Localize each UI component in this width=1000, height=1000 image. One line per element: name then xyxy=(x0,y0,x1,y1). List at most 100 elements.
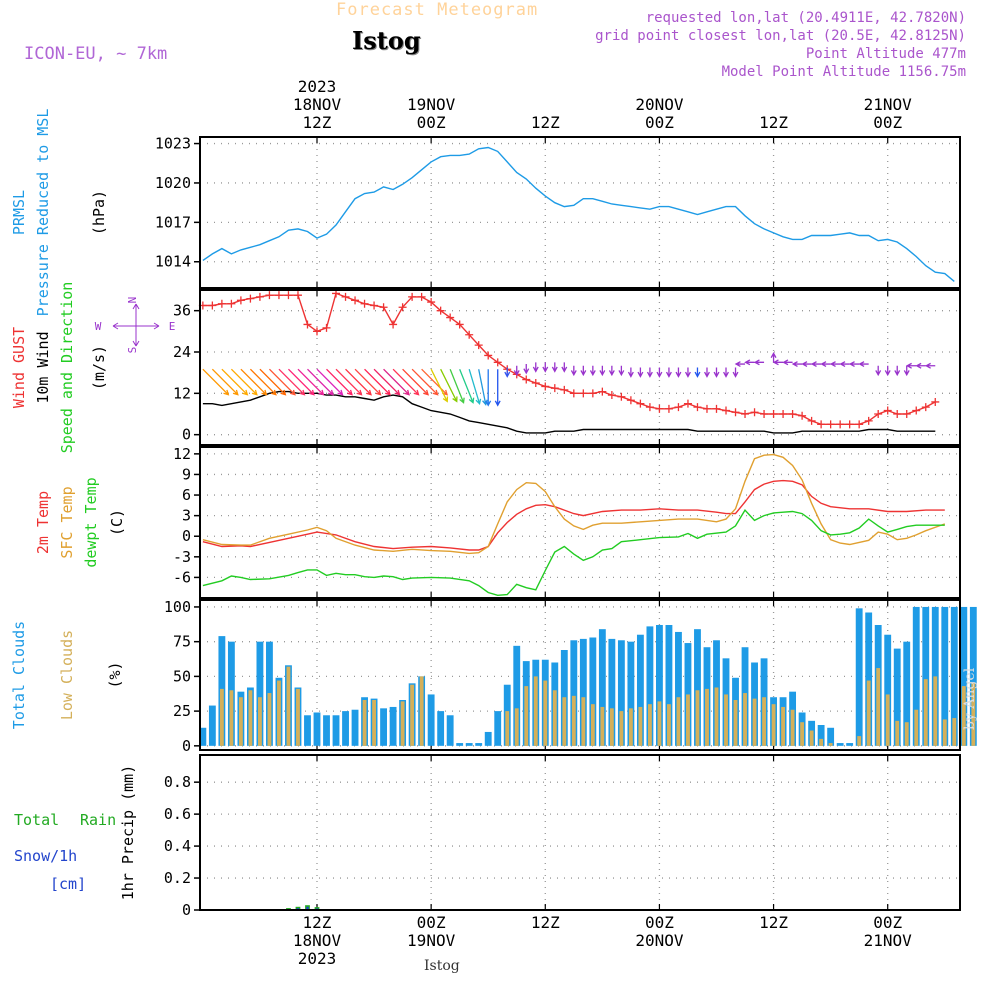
y-tick-label: 12 xyxy=(173,445,191,463)
low-cloud-bar xyxy=(819,738,824,746)
axis-label: 10m Wind xyxy=(34,331,52,403)
gust-marker xyxy=(341,292,350,301)
low-cloud-bar xyxy=(248,690,253,746)
wind-arrow xyxy=(782,359,793,366)
axis-label: dewpt Temp xyxy=(82,477,100,567)
low-cloud-bar xyxy=(562,697,567,746)
low-cloud-bar xyxy=(686,694,690,746)
wind-arrow xyxy=(894,365,901,377)
low-cloud-bar xyxy=(543,680,548,746)
wind-arrow xyxy=(459,368,475,404)
y-tick-label: 1023 xyxy=(155,135,191,153)
legend-total: Total xyxy=(14,811,59,829)
gust-marker xyxy=(883,406,892,415)
wind-arrow xyxy=(924,362,936,369)
wind-arrow xyxy=(504,367,511,378)
total-cloud-bar xyxy=(827,727,835,746)
wind-arrow xyxy=(810,361,822,368)
total-cloud-bar xyxy=(817,725,825,746)
wind-arrow xyxy=(230,368,258,396)
total-cloud-bar xyxy=(256,641,264,746)
location-title: Istog xyxy=(352,26,421,55)
bottom-time-label: 19NOV xyxy=(407,931,456,950)
point-altitude: Point Altitude 477m xyxy=(805,46,966,62)
wind-panel: 0 12 24 36 Wind GUST 10m Wind Speed and Direct… xyxy=(10,282,961,454)
gust-marker xyxy=(541,382,550,391)
total-cloud-bar xyxy=(475,743,483,746)
wind-arrow xyxy=(637,367,644,378)
gust-marker xyxy=(284,291,293,300)
low-cloud-bar xyxy=(971,683,976,746)
gust-marker xyxy=(351,296,360,305)
wind-arrow xyxy=(753,359,765,366)
low-cloud-bar xyxy=(752,698,757,746)
wind-arrow xyxy=(430,368,449,403)
total-cloud-bar xyxy=(884,634,892,746)
gust-marker xyxy=(693,403,702,412)
wind-arrow xyxy=(345,368,372,396)
bottom-time-label: 18NOV xyxy=(293,931,342,950)
y-tick-label: 36 xyxy=(173,302,191,320)
axis-label: Speed and Direction xyxy=(58,282,76,454)
wind-arrow xyxy=(373,368,401,396)
low-cloud-bar xyxy=(590,704,595,746)
axis-label: (m/s) xyxy=(90,345,108,390)
wind-arrow xyxy=(485,369,492,407)
gust-marker xyxy=(474,341,483,350)
gust-marker xyxy=(588,389,597,398)
low-cloud-bar xyxy=(771,704,776,746)
gust-marker xyxy=(484,351,493,360)
model-label: ICON-EU, ~ 7km xyxy=(24,44,168,64)
total-cloud-bar xyxy=(427,694,435,746)
low-cloud-bar xyxy=(296,688,300,746)
y-tick-label: 0 xyxy=(182,527,191,545)
y-tick-label: 0.8 xyxy=(164,773,191,791)
wind-arrow xyxy=(307,368,334,396)
compass-ns-arrow xyxy=(132,303,140,347)
low-cloud-bar xyxy=(533,676,538,746)
wind-arrow xyxy=(734,361,746,368)
wind-arrow xyxy=(383,368,410,396)
wind-arrow xyxy=(770,351,777,363)
gust-marker xyxy=(274,291,283,300)
low-cloud-bar xyxy=(809,730,814,746)
compass-w: W xyxy=(95,320,102,333)
y-tick-label: -6 xyxy=(173,568,191,586)
wind-arrow xyxy=(240,368,268,396)
low-cloud-bar xyxy=(695,690,700,746)
wind-arrow xyxy=(801,361,812,368)
y-tick-label: 100 xyxy=(164,598,191,616)
low-cloud-bar xyxy=(781,706,785,746)
wind-arrow xyxy=(297,368,325,396)
total-cloud-bar xyxy=(484,731,492,746)
y-tick-label: 1020 xyxy=(155,174,191,192)
top-time-label: 12Z xyxy=(531,113,560,132)
low-cloud-bar xyxy=(581,697,586,746)
low-cloud-bar xyxy=(885,694,890,746)
gust-marker xyxy=(408,292,417,301)
y-tick-label: 0.4 xyxy=(164,837,191,855)
bottom-time-label: 12Z xyxy=(759,913,788,932)
panel-frame xyxy=(199,754,961,911)
gust-marker xyxy=(845,420,854,429)
wind-arrow xyxy=(288,368,315,396)
gust-marker xyxy=(741,410,750,418)
total-cloud-bar xyxy=(446,715,454,746)
total-cloud-bar xyxy=(208,705,216,746)
top-time-label: 2023 xyxy=(298,77,337,96)
gust-marker xyxy=(798,411,807,420)
series-line xyxy=(202,292,936,425)
total-cloud-bar xyxy=(627,641,635,746)
wind-arrow xyxy=(221,368,249,396)
low-cloud-bar xyxy=(914,709,919,746)
wind-arrow xyxy=(858,361,869,368)
gust-marker xyxy=(607,391,616,400)
gust-marker xyxy=(360,299,369,308)
bottom-time-label: 12Z xyxy=(303,913,332,932)
compass-n: N xyxy=(126,297,139,304)
low-cloud-bar xyxy=(714,687,719,746)
total-cloud-bar xyxy=(846,743,854,746)
gust-marker xyxy=(712,404,721,413)
low-cloud-bar xyxy=(362,700,367,746)
bottom-time-label: 00Z xyxy=(645,913,674,932)
